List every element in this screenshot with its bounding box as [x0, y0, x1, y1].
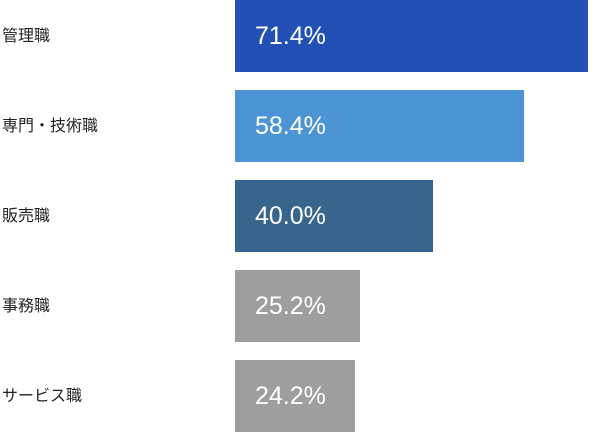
category-label: 販売職 — [2, 206, 51, 225]
bar: 40.0% — [235, 180, 433, 252]
bar: 24.2% — [235, 360, 355, 432]
bar-value-label: 40.0% — [255, 202, 326, 230]
category-label: サービス職 — [2, 386, 83, 405]
bar-value-label: 25.2% — [255, 292, 326, 320]
bar-value-label: 58.4% — [255, 112, 326, 140]
bar: 25.2% — [235, 270, 360, 342]
category-label: 管理職 — [2, 26, 51, 45]
bar: 58.4% — [235, 90, 524, 162]
category-label: 専門・技術職 — [2, 116, 99, 135]
bar: 71.4% — [235, 0, 588, 72]
bar-value-label: 71.4% — [255, 22, 326, 50]
category-label: 事務職 — [2, 296, 51, 315]
bar-value-label: 24.2% — [255, 382, 326, 410]
